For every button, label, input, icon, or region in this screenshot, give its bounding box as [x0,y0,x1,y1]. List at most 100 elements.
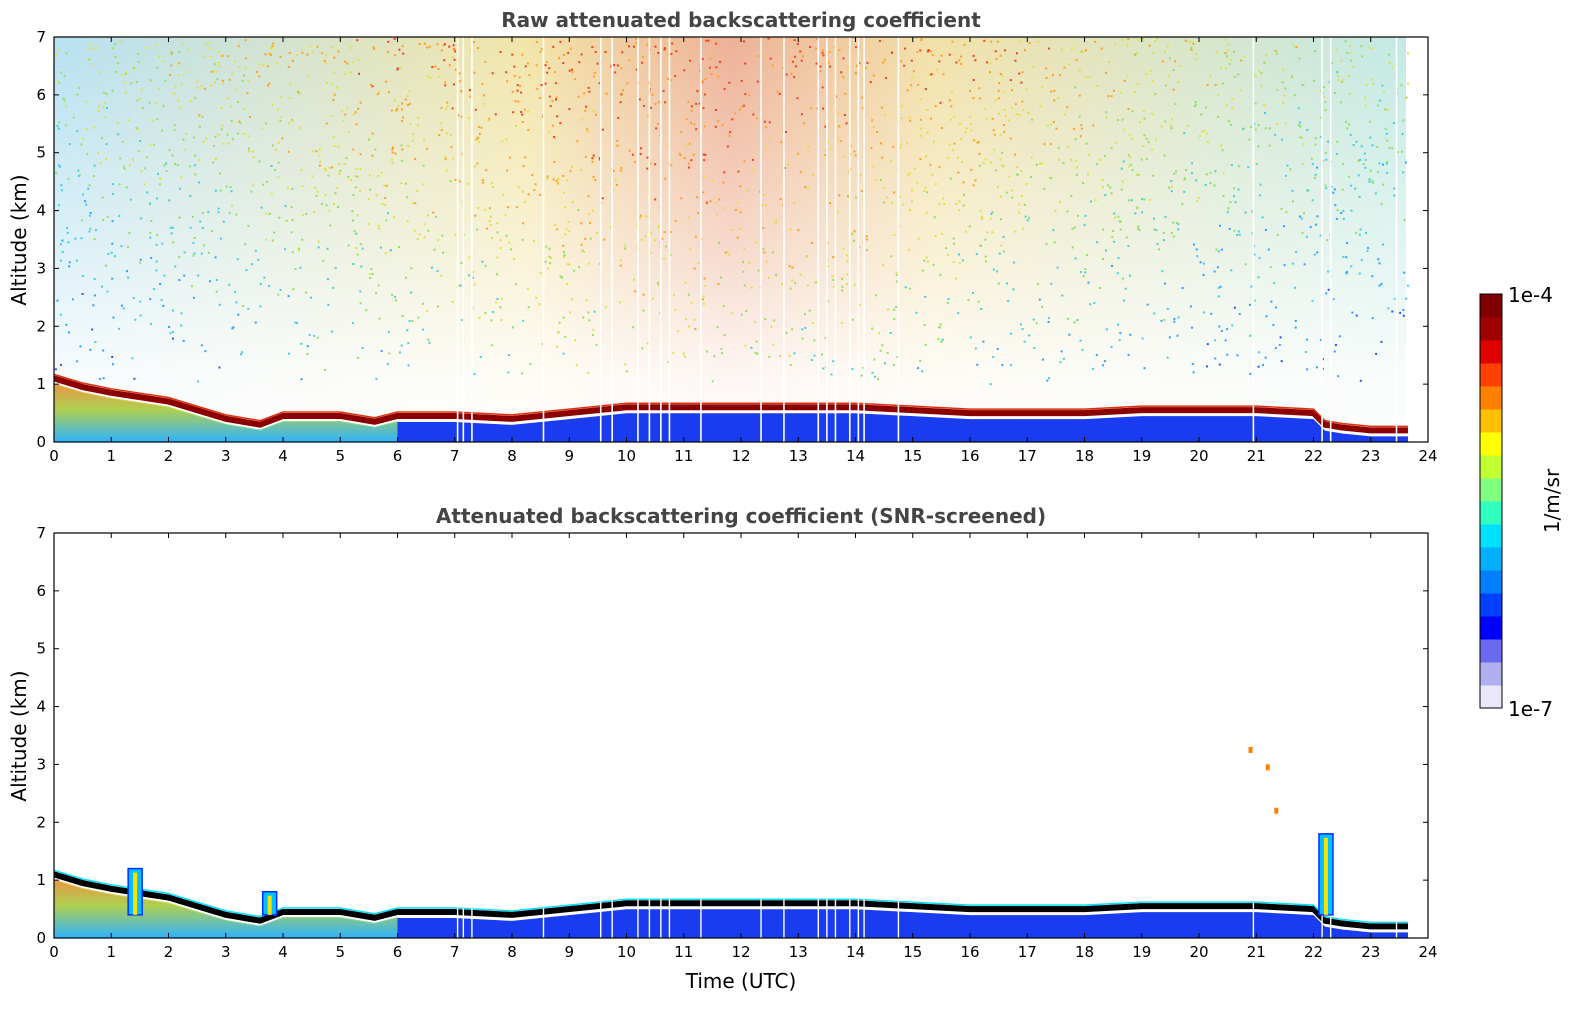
raw-xtick-label: 11 [674,447,693,465]
raw-noise-pixel [589,221,591,224]
raw-noise-pixel [965,127,968,130]
raw-noise-pixel [92,63,94,66]
raw-noise-pixel [436,270,439,273]
raw-noise-pixel [1183,190,1186,193]
raw-noise-pixel [268,52,271,55]
raw-noise-pixel [235,213,238,216]
colorbar-step [1480,478,1502,502]
raw-noise-pixel [779,198,782,200]
raw-noise-pixel [1366,249,1369,252]
raw-xtick-label: 24 [1418,447,1437,465]
raw-noise-pixel [598,157,601,159]
raw-noise-pixel [1386,139,1389,142]
raw-noise-pixel [1284,122,1287,125]
raw-noise-pixel [170,64,173,67]
raw-noise-pixel [1276,233,1279,236]
screened-xtick-label: 0 [49,943,59,961]
raw-noise-pixel [139,261,142,264]
raw-noise-pixel [1237,230,1240,233]
screened-cloud-core [133,872,138,915]
raw-noise-pixel [440,129,443,132]
raw-noise-pixel [646,43,649,46]
raw-noise-pixel [1151,113,1154,116]
raw-noise-pixel [1275,306,1278,309]
raw-noise-pixel [886,351,889,354]
raw-noise-pixel [1253,299,1256,302]
raw-noise-pixel [93,126,96,129]
raw-noise-pixel [771,251,774,254]
raw-noise-pixel [934,234,937,237]
raw-noise-pixel [476,228,479,231]
raw-noise-pixel [883,58,886,61]
raw-noise-pixel [280,96,283,99]
raw-noise-pixel [1074,86,1077,89]
raw-noise-pixel [991,211,994,214]
raw-noise-pixel [61,251,64,254]
raw-noise-pixel [633,278,635,281]
raw-noise-pixel [1184,39,1187,42]
raw-noise-pixel [361,347,364,349]
raw-noise-pixel [68,261,71,264]
raw-noise-pixel [57,204,60,207]
raw-noise-pixel [337,145,340,148]
raw-noise-pixel [183,148,186,151]
raw-noise-pixel [592,209,594,212]
raw-noise-pixel [1061,48,1063,51]
raw-noise-pixel [548,247,551,250]
raw-noise-pixel [593,72,596,74]
raw-noise-pixel [490,182,493,185]
raw-noise-pixel [589,237,592,240]
raw-noise-pixel [62,97,65,100]
raw-noise-pixel [160,298,163,301]
raw-noise-pixel [1001,364,1004,367]
raw-noise-pixel [1126,44,1128,47]
raw-noise-pixel [1049,143,1052,146]
raw-noise-pixel [313,186,316,189]
raw-noise-pixel [365,309,368,312]
raw-noise-pixel [384,204,387,206]
raw-noise-pixel [624,247,627,250]
raw-noise-pixel [478,317,481,320]
raw-noise-pixel [452,55,455,58]
raw-noise-pixel [1196,200,1198,203]
raw-noise-pixel [1295,250,1298,253]
raw-noise-pixel [748,262,751,264]
raw-noise-pixel [204,43,207,46]
raw-noise-pixel [114,56,117,58]
raw-noise-pixel [1259,194,1262,197]
raw-noise-pixel [467,117,470,120]
raw-noise-pixel [827,265,830,268]
raw-noise-pixel [1006,282,1008,285]
raw-noise-pixel [858,246,861,249]
raw-noise-pixel [1234,201,1237,204]
raw-noise-pixel [1048,177,1051,179]
raw-noise-pixel [1009,332,1012,335]
raw-noise-pixel [161,242,164,245]
raw-noise-pixel [693,267,696,270]
screened-xtick-label: 16 [960,943,979,961]
raw-noise-pixel [667,361,670,364]
screened-x-axis: 0 1 2 3 4 5 6 7 8 9 10 11 12 13 14 15 16 17 18 19 20 21 22 23 24 [49,533,1438,961]
raw-noise-pixel [580,53,583,56]
raw-noise-pixel [703,159,706,162]
raw-noise-pixel [162,104,165,107]
raw-noise-pixel [491,237,494,240]
raw-noise-pixel [1194,101,1197,103]
raw-noise-pixel [1267,248,1270,251]
raw-noise-pixel [306,353,309,355]
raw-noise-pixel [924,295,927,298]
screened-xtick-label: 8 [507,943,517,961]
raw-noise-pixel [1205,173,1208,176]
raw-noise-pixel [127,119,130,122]
raw-noise-pixel [1251,210,1254,213]
raw-noise-pixel [1189,305,1192,308]
raw-noise-pixel [714,125,717,128]
raw-noise-pixel [1120,188,1123,191]
raw-noise-pixel [149,144,152,147]
raw-noise-pixel [1313,253,1316,256]
raw-noise-pixel [1195,52,1198,55]
raw-noise-pixel [60,363,62,366]
raw-noise-pixel [356,39,359,42]
raw-noise-pixel [1209,74,1212,77]
raw-noise-pixel [1231,106,1234,109]
